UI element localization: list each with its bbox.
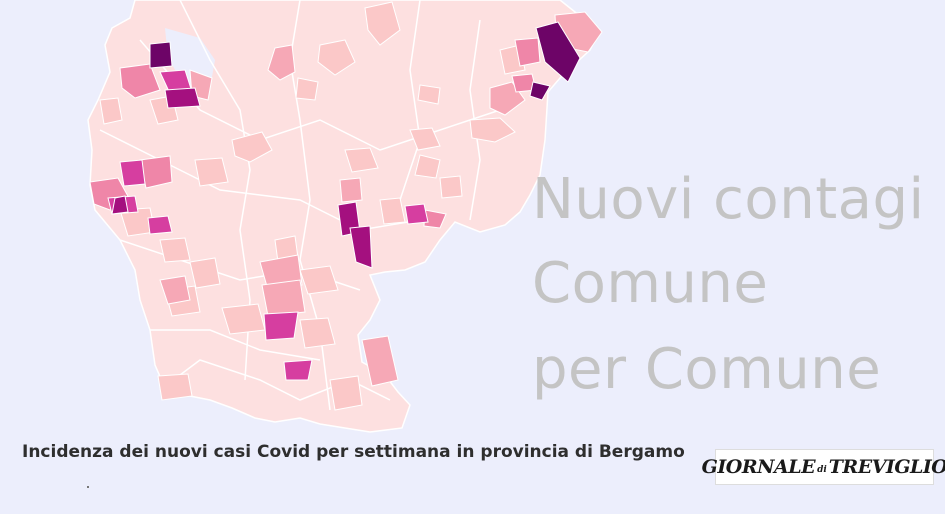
- high-comuni: [107, 69, 429, 381]
- light-comuni: [99, 1, 526, 411]
- headline-line-2: Comune: [532, 251, 769, 316]
- medium-comuni: [159, 11, 603, 387]
- very-high-comuni: [111, 87, 373, 269]
- logo-part-2: di: [817, 465, 827, 475]
- decorative-dot: [87, 486, 89, 488]
- map-subtitle: Incidenza dei nuovi casi Covid per setti…: [22, 442, 685, 462]
- logo-part-3: TREVIGLIO: [828, 456, 945, 478]
- logo-part-1: GIORNALE: [701, 456, 816, 478]
- max-comuni: [149, 21, 581, 101]
- strong-comuni: [89, 37, 541, 229]
- headline-line-3: per Comune: [532, 337, 882, 402]
- headline-line-1: Nuovi contagi: [532, 167, 925, 232]
- giornale-di-treviglio-logo: GIORNALE di TREVIGLIO: [702, 449, 945, 485]
